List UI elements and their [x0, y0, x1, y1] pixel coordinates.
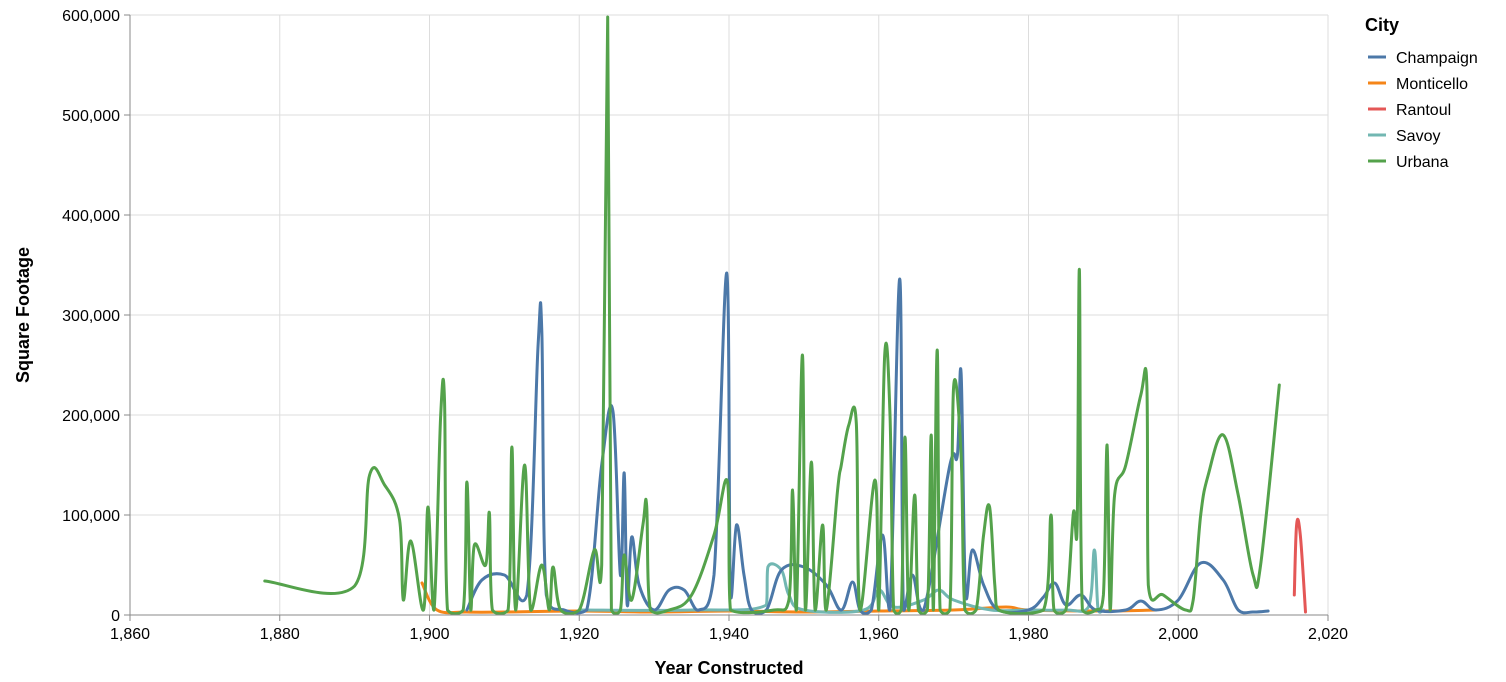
legend-label-monticello: Monticello [1396, 76, 1468, 93]
legend-label-champaign: Champaign [1396, 50, 1478, 67]
y-tick-label: 500,000 [62, 108, 120, 125]
x-axis-title: Year Constructed [654, 658, 803, 678]
x-tick-label: 1,860 [110, 626, 150, 643]
x-tick-label: 1,880 [260, 626, 300, 643]
series-line-urbana [263, 15, 1281, 616]
y-tick-label: 600,000 [62, 8, 120, 25]
x-tick-label: 1,900 [409, 626, 449, 643]
x-tick-label: 1,920 [559, 626, 599, 643]
x-tick-label: 1,940 [709, 626, 749, 643]
x-tick-label: 1,980 [1008, 626, 1048, 643]
series-line-champaign [465, 271, 1270, 616]
y-axis-title: Square Footage [13, 247, 33, 383]
y-tick-label: 0 [111, 608, 120, 625]
legend: City Champaign Monticello Rantoul Savoy Urba… [1365, 15, 1478, 171]
legend-label-savoy: Savoy [1396, 128, 1440, 145]
legend-title: City [1365, 15, 1399, 35]
x-tick-label: 2,000 [1158, 626, 1198, 643]
series-lines [263, 15, 1307, 616]
x-tick-label: 2,020 [1308, 626, 1348, 643]
x-tick-label: 1,960 [859, 626, 899, 643]
legend-label-urbana: Urbana [1396, 154, 1449, 171]
y-tick-label: 300,000 [62, 308, 120, 325]
y-tick-label: 100,000 [62, 508, 120, 525]
y-tick-label: 400,000 [62, 208, 120, 225]
series-line-savoy [577, 548, 1105, 614]
legend-label-rantoul: Rantoul [1396, 102, 1451, 119]
series-line-rantoul [1292, 517, 1307, 614]
axes: 1,860 1,880 1,900 1,920 1,940 1,960 1,980 2,000… [62, 8, 1348, 643]
y-tick-label: 200,000 [62, 408, 120, 425]
